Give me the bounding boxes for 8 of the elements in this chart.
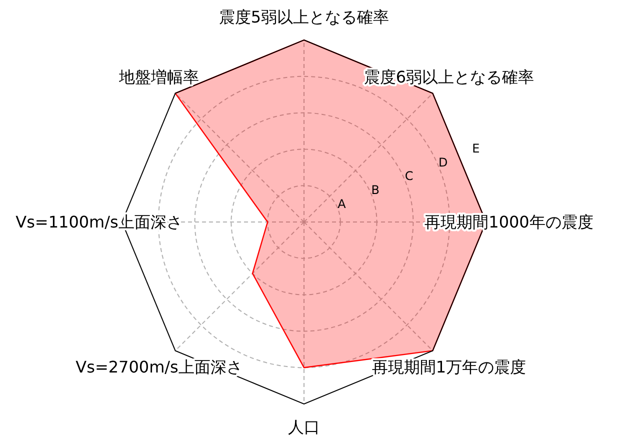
spoke-label: 地盤増幅率	[118, 68, 200, 87]
spoke-label: 人口	[288, 418, 320, 436]
y-tick-label: D	[438, 155, 448, 170]
y-tick-label: C	[404, 169, 414, 184]
y-tick-label: E	[472, 141, 480, 156]
spoke-label: 震度5弱以上となる確率	[218, 8, 390, 26]
y-tick-label: B	[371, 183, 380, 198]
y-tick-label: A	[338, 197, 347, 212]
